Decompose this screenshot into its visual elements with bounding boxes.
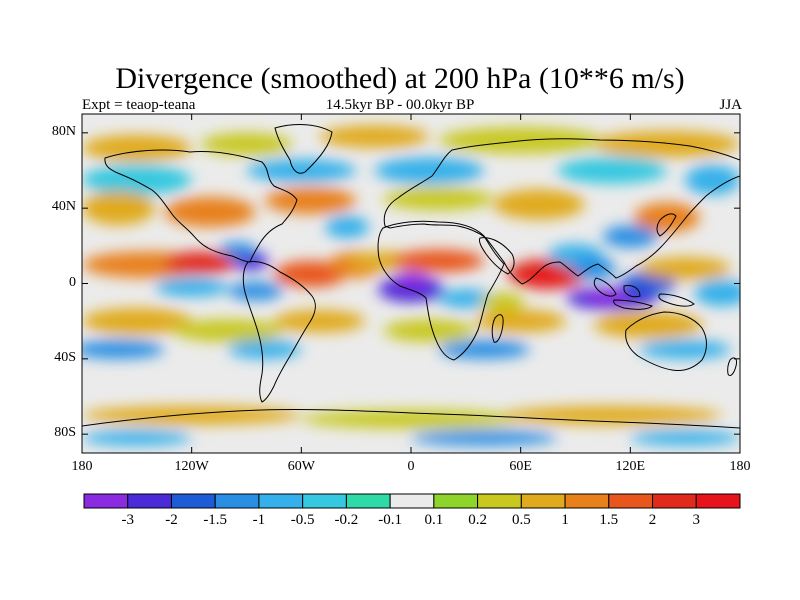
field-contour	[228, 281, 284, 301]
lat-label: 0	[69, 274, 76, 290]
lon-label: 60W	[287, 459, 315, 474]
field-contour	[155, 277, 229, 297]
colorbar-box	[652, 493, 697, 509]
field-contour	[273, 260, 348, 288]
field-contour	[392, 249, 485, 273]
colorbar-label: -0.5	[290, 512, 315, 528]
field-contour	[524, 270, 561, 286]
colorbar-label: -3	[121, 512, 134, 528]
lat-label: 40S	[54, 349, 76, 365]
field-contour	[82, 191, 156, 226]
colorbar-box	[83, 493, 129, 509]
colorbar-label: -1.5	[203, 512, 228, 528]
lon-label: 120W	[174, 459, 209, 474]
colorbar-box	[608, 493, 654, 509]
divergence-field	[82, 125, 740, 446]
field-contour	[264, 187, 357, 214]
field-contour	[480, 292, 525, 312]
colorbar-label: 2	[648, 512, 657, 528]
colorbar-label: -2	[165, 512, 178, 528]
field-contour	[633, 202, 700, 233]
field-contour	[82, 164, 192, 195]
field-contour	[219, 242, 256, 258]
field-contour	[200, 132, 293, 156]
field-contour	[586, 289, 631, 305]
lat-label: 80N	[51, 123, 76, 139]
colorbar-box	[477, 493, 522, 509]
field-contour	[82, 430, 192, 446]
colorbar-box	[214, 493, 260, 509]
colorbar-box	[302, 493, 347, 509]
chart-title: Divergence (smoothed) at 200 hPa (10**6 …	[115, 62, 685, 95]
axis-ticks	[81, 114, 741, 453]
colorbar	[83, 493, 741, 509]
field-contour	[493, 189, 585, 220]
field-contour	[228, 340, 302, 359]
lon-label: 0	[407, 459, 415, 474]
experiment-label: Expt = teaop-teana	[82, 97, 196, 113]
field-contour	[301, 409, 521, 429]
season-label: JJA	[719, 97, 742, 113]
lon-label: 120E	[615, 459, 646, 474]
colorbar-label: 3	[692, 512, 701, 528]
field-contour	[164, 251, 238, 275]
colorbar-label: -0.2	[334, 512, 359, 528]
field-contour	[571, 257, 616, 280]
field-contour	[438, 340, 530, 359]
colorbar-box	[170, 493, 216, 509]
field-contour	[325, 215, 369, 239]
field-contour	[319, 125, 430, 148]
colorbar-label: 0.5	[511, 512, 531, 528]
field-contour	[82, 340, 165, 359]
lat-label: 40N	[51, 199, 76, 215]
colorbar-box	[258, 493, 304, 509]
colorbar-label: -1	[252, 512, 266, 528]
field-contour	[383, 187, 494, 211]
field-contour	[411, 430, 558, 446]
field-contour	[246, 159, 357, 182]
field-contour	[639, 257, 731, 280]
field-contour	[694, 279, 740, 307]
field-contour	[502, 405, 722, 425]
field-contour	[392, 272, 430, 288]
colorbar-label: 1.5	[599, 512, 619, 528]
field-contour	[273, 309, 366, 333]
colorbar-box	[389, 493, 435, 509]
colorbar-box	[433, 493, 479, 509]
field-contour	[173, 319, 284, 342]
lon-label: 180	[729, 459, 751, 474]
colorbar-box	[564, 493, 610, 509]
field-contour	[593, 130, 740, 158]
field-contour	[474, 309, 567, 333]
field-contour	[383, 319, 475, 342]
field-contour	[82, 307, 192, 335]
field-contour	[639, 340, 731, 359]
colorbar-label: 0.2	[468, 512, 487, 528]
field-contour	[164, 196, 256, 227]
field-contour	[557, 157, 667, 184]
colorbar-box	[520, 493, 566, 509]
colorbar-label: 1	[561, 512, 569, 528]
colorbar-box	[345, 493, 391, 509]
field-contour	[685, 164, 740, 195]
lon-label: 180	[71, 459, 93, 474]
colorbar-label: 0.1	[424, 512, 444, 528]
lon-label: 60E	[509, 459, 532, 474]
field-contour	[374, 157, 485, 184]
field-contour	[82, 134, 192, 162]
colorbar-box	[695, 493, 741, 509]
field-contour	[630, 430, 740, 446]
time-range-label: 14.5kyr BP - 00.0kyr BP	[325, 97, 475, 113]
lat-label: 80S	[54, 425, 76, 441]
colorbar-label: -0.1	[378, 512, 402, 528]
field-contour	[593, 311, 704, 339]
field-contour	[602, 225, 658, 248]
field-contour	[438, 289, 494, 308]
colorbar-box	[127, 493, 172, 509]
